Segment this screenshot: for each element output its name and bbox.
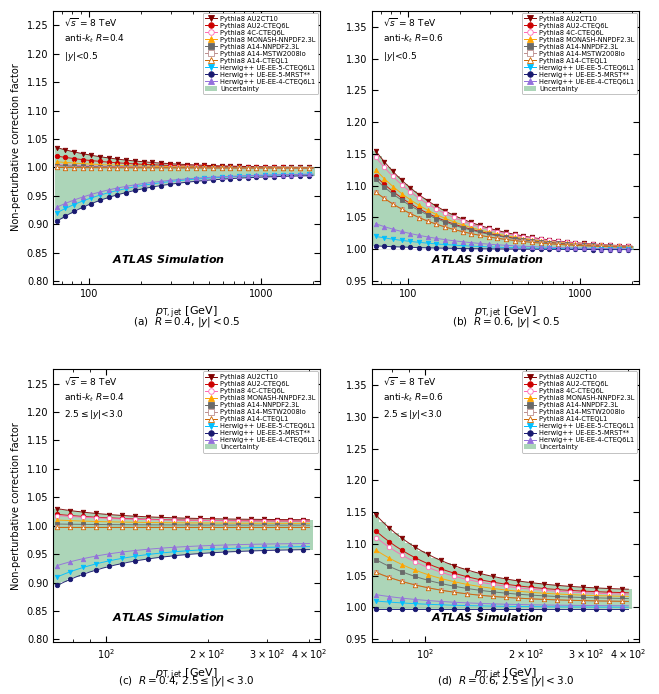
Text: $\mathbfit{ATLAS}$ Simulation: $\mathbfit{ATLAS}$ Simulation — [431, 253, 544, 265]
Text: $\sqrt{s}$ = 8 TeV
anti-$k_t$ $R$=0.6
2.5$\leq$$|y|$<3.0: $\sqrt{s}$ = 8 TeV anti-$k_t$ $R$=0.6 2.… — [383, 375, 444, 421]
Legend: Pythia8 AU2CT10, Pythia8 AU2-CTEQ6L, Pythia8 4C-CTEQ6L, Pythia8 MONASH-NNPDF2.3L: Pythia8 AU2CT10, Pythia8 AU2-CTEQ6L, Pyt… — [203, 371, 318, 452]
Text: (d)  $R = 0.6$, $2.5 \leq |y| < 3.0$: (d) $R = 0.6$, $2.5 \leq |y| < 3.0$ — [437, 673, 574, 688]
Legend: Pythia8 AU2CT10, Pythia8 AU2-CTEQ6L, Pythia8 4C-CTEQ6L, Pythia8 MONASH-NNPDF2.3L: Pythia8 AU2CT10, Pythia8 AU2-CTEQ6L, Pyt… — [522, 371, 637, 452]
X-axis label: $p_{\rm T,jet}$ [GeV]: $p_{\rm T,jet}$ [GeV] — [156, 305, 218, 321]
Y-axis label: Non-perturbative correction factor: Non-perturbative correction factor — [11, 422, 21, 590]
Y-axis label: Non-perturbative correction factor: Non-perturbative correction factor — [11, 64, 21, 231]
Text: (c)  $R = 0.4$, $2.5 \leq |y| < 3.0$: (c) $R = 0.4$, $2.5 \leq |y| < 3.0$ — [119, 673, 255, 688]
Legend: Pythia8 AU2CT10, Pythia8 AU2-CTEQ6L, Pythia8 4C-CTEQ6L, Pythia8 MONASH-NNPDF2.3L: Pythia8 AU2CT10, Pythia8 AU2-CTEQ6L, Pyt… — [203, 13, 318, 94]
X-axis label: $p_{\rm T,jet}$ [GeV]: $p_{\rm T,jet}$ [GeV] — [474, 305, 537, 321]
Text: $\sqrt{s}$ = 8 TeV
anti-$k_t$ $R$=0.4
2.5$\leq$$|y|$<3.0: $\sqrt{s}$ = 8 TeV anti-$k_t$ $R$=0.4 2.… — [64, 375, 125, 421]
Text: $\mathbfit{ATLAS}$ Simulation: $\mathbfit{ATLAS}$ Simulation — [112, 253, 225, 265]
Legend: Pythia8 AU2CT10, Pythia8 AU2-CTEQ6L, Pythia8 4C-CTEQ6L, Pythia8 MONASH-NNPDF2.3L: Pythia8 AU2CT10, Pythia8 AU2-CTEQ6L, Pyt… — [522, 13, 637, 94]
Text: $\mathbfit{ATLAS}$ Simulation: $\mathbfit{ATLAS}$ Simulation — [431, 611, 544, 623]
Text: $\sqrt{s}$ = 8 TeV
anti-$k_t$ $R$=0.4
$|y|$<0.5: $\sqrt{s}$ = 8 TeV anti-$k_t$ $R$=0.4 $|… — [64, 17, 125, 62]
Text: $\sqrt{s}$ = 8 TeV
anti-$k_t$ $R$=0.6
$|y|$<0.5: $\sqrt{s}$ = 8 TeV anti-$k_t$ $R$=0.6 $|… — [383, 17, 444, 62]
Text: (a)  $R = 0.4$, $|y| < 0.5$: (a) $R = 0.4$, $|y| < 0.5$ — [133, 315, 241, 329]
Text: (b)  $R = 0.6$, $|y| < 0.5$: (b) $R = 0.6$, $|y| < 0.5$ — [451, 315, 559, 329]
Text: $\mathbfit{ATLAS}$ Simulation: $\mathbfit{ATLAS}$ Simulation — [112, 611, 225, 623]
X-axis label: $p_{\rm T,jet}$ [GeV]: $p_{\rm T,jet}$ [GeV] — [156, 666, 218, 683]
X-axis label: $p_{\rm T,jet}$ [GeV]: $p_{\rm T,jet}$ [GeV] — [474, 666, 537, 683]
